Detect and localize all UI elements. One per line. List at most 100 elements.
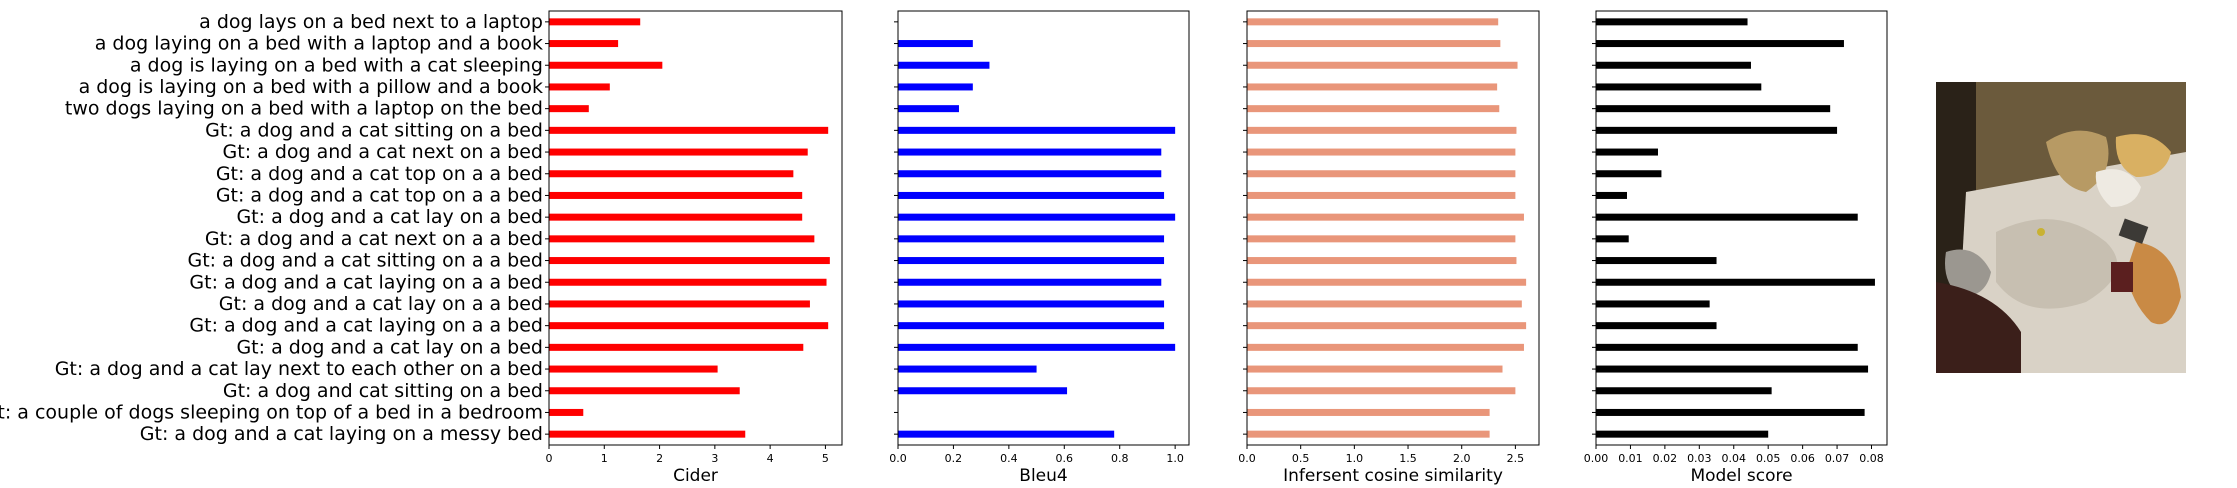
model_score-tick-label: 0.06 <box>1790 452 1815 465</box>
model_score-bar <box>1596 387 1772 395</box>
infersent-tick-label: 0.0 <box>1238 452 1256 465</box>
infersent-bar <box>1247 408 1490 416</box>
category-label: Gt: a dog and a cat next on a bed <box>223 141 543 163</box>
cider-bar <box>549 40 619 48</box>
cider-bar <box>549 213 803 221</box>
bleu4-bar <box>898 40 973 48</box>
model_score-tick-label: 0.00 <box>1584 452 1609 465</box>
category-label: Gt: a dog and cat sitting on a bed <box>223 380 543 402</box>
bleu4-tick-label: 0.0 <box>889 452 907 465</box>
category-label: Gt: a dog and a cat laying on a messy be… <box>140 423 543 445</box>
cider-bar <box>549 235 815 243</box>
bleu4-bar <box>898 213 1176 221</box>
cider-bar <box>549 408 584 416</box>
category-label: Gt: a dog and a cat next on a a bed <box>205 228 543 250</box>
model_score-bar <box>1596 365 1869 373</box>
model_score-tick-label: 0.05 <box>1756 452 1781 465</box>
cider-tick-label: 1 <box>601 452 608 465</box>
infersent-tick-label: 2.0 <box>1453 452 1471 465</box>
model_score-tick-label: 0.04 <box>1722 452 1747 465</box>
category-label: a dog is laying on a bed with a cat slee… <box>130 54 543 76</box>
bleu4-tick-label: 0.8 <box>1111 452 1129 465</box>
infersent-bar <box>1247 83 1498 91</box>
model_score-bar <box>1596 61 1751 69</box>
category-label: Gt: a dog and a cat lay on a bed <box>236 336 543 358</box>
bleu4-bar <box>898 61 990 69</box>
infersent-bar <box>1247 126 1517 134</box>
infersent-tick-label: 2.5 <box>1507 452 1525 465</box>
bleu4-bar <box>898 430 1115 438</box>
infersent-bar <box>1247 170 1516 178</box>
bed-photo-icon <box>1936 82 2186 373</box>
model_score-bar <box>1596 148 1658 156</box>
model_score-bar <box>1596 235 1629 243</box>
bleu4-bar <box>898 257 1165 265</box>
cider-bar <box>549 105 589 113</box>
infersent-tick-label: 1.0 <box>1346 452 1364 465</box>
infersent-axis-label: Infersent cosine similarity <box>1283 466 1503 486</box>
model_score-bar <box>1596 213 1858 221</box>
bleu4-axis-label: Bleu4 <box>1019 466 1067 486</box>
category-label: Gt: a dog and a cat sitting on a bed <box>205 119 543 141</box>
model_score-bar <box>1596 83 1762 91</box>
bleu4-bar <box>898 235 1165 243</box>
category-label: two dogs laying on a bed with a laptop o… <box>65 98 543 120</box>
cider-bar <box>549 365 718 373</box>
infersent-axes-frame <box>1246 10 1540 446</box>
model_score-bar <box>1596 408 1865 416</box>
category-label: Gt: a dog and a cat lay next to each oth… <box>55 358 543 380</box>
model_score-bar <box>1596 126 1838 134</box>
cider-bar <box>549 343 804 351</box>
cider-bar <box>549 278 827 286</box>
category-label: a dog is laying on a bed with a pillow a… <box>79 76 543 98</box>
bleu4-bar <box>898 322 1165 330</box>
cider-bar <box>549 322 829 330</box>
bleu4-bar <box>898 191 1165 199</box>
category-label: Gt: a dog and a cat top on a a bed <box>216 163 543 185</box>
bleu4-axes-frame <box>897 10 1190 446</box>
category-label: Gt: a dog and a cat laying on a a bed <box>189 315 543 337</box>
infersent-bar <box>1247 213 1524 221</box>
model_score-bar <box>1596 430 1769 438</box>
model_score-bar <box>1596 343 1858 351</box>
infersent-bar <box>1247 148 1516 156</box>
bleu4-tick-label: 0.2 <box>945 452 963 465</box>
model_score-bar <box>1596 322 1717 330</box>
cider-axes-frame <box>548 10 843 446</box>
bleu4-tick-label: 1.0 <box>1166 452 1184 465</box>
category-label: Gt: a dog and a cat lay on a bed <box>236 206 543 228</box>
infersent-bar <box>1247 40 1501 48</box>
infersent-bar <box>1247 105 1500 113</box>
bleu4-bar <box>898 387 1068 395</box>
bed-photo <box>1936 82 2186 373</box>
category-label: a dog lays on a bed next to a laptop <box>199 11 543 33</box>
infersent-bar <box>1247 278 1527 286</box>
bleu4-bar <box>898 365 1037 373</box>
cider-bar <box>549 430 746 438</box>
infersent-bar <box>1247 61 1518 69</box>
model_score-bar <box>1596 300 1710 308</box>
bleu4-bar <box>898 300 1165 308</box>
infersent-bar <box>1247 300 1522 308</box>
cider-bar <box>549 126 829 134</box>
model_score-axis-label: Model score <box>1690 466 1792 486</box>
model_score-tick-label: 0.02 <box>1653 452 1678 465</box>
cider-bar <box>549 148 808 156</box>
cider-bar <box>549 170 794 178</box>
model_score-axes-frame <box>1595 10 1888 446</box>
cider-tick-label: 0 <box>546 452 553 465</box>
cider-bar <box>549 61 663 69</box>
category-label: a dog laying on a bed with a laptop and … <box>95 33 543 55</box>
category-label: Gt: a couple of dogs sleeping on top of … <box>0 401 543 423</box>
cider-tick-label: 2 <box>656 452 663 465</box>
category-label: Gt: a dog and a cat top on a a bed <box>216 184 543 206</box>
model_score-tick-label: 0.07 <box>1825 452 1850 465</box>
bleu4-bar <box>898 343 1176 351</box>
infersent-bar <box>1247 322 1527 330</box>
infersent-bar <box>1247 343 1524 351</box>
model_score-bar <box>1596 257 1717 265</box>
category-label: Gt: a dog and a cat sitting on a a bed <box>187 250 543 272</box>
model_score-tick-label: 0.01 <box>1618 452 1643 465</box>
bleu4-bar <box>898 148 1162 156</box>
